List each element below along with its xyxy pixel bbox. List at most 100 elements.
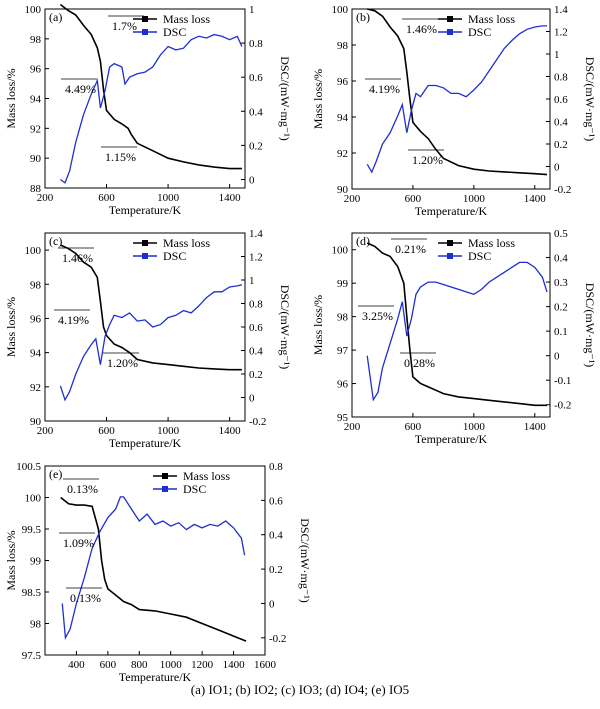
y2-axis-label: DSC/(mW·mg⁻¹) (278, 285, 292, 370)
y-axis-label: Mass loss/% (4, 68, 18, 128)
y-axis-label: Mass loss/% (4, 297, 18, 357)
annotation-label: 1.7% (112, 19, 137, 33)
y-tick-label: 99.5 (22, 524, 42, 536)
chart-panel: 400 600 800 1000 1200 1400 160097.59898.59999.… (4, 461, 312, 684)
y2-tick-label: 0.2 (249, 369, 263, 381)
y2-axis-label: DSC/(mW·mg⁻¹) (278, 56, 292, 141)
x-tick-label: 600 (100, 659, 117, 671)
y2-tick-label: -0.2 (554, 184, 571, 196)
y-tick-label: 98 (30, 34, 42, 46)
y-tick-label: 99 (337, 278, 349, 290)
y2-tick-label: 0.8 (554, 72, 568, 84)
legend-marker (447, 253, 453, 259)
y2-tick-label: 0.1 (554, 326, 568, 338)
legend-label: DSC (163, 25, 186, 39)
x-axis-label: Temperature/K (415, 204, 488, 218)
y2-axis-label: DSC/(mW·mg⁻¹) (583, 57, 597, 142)
annotation-label: 4.49% (65, 82, 96, 96)
y-axis-label: Mass loss/% (4, 530, 18, 590)
legend-label: DSC (163, 249, 186, 263)
panel-label: (c) (49, 234, 62, 248)
x-axis-label: Temperature/K (109, 203, 182, 217)
y-tick-label: 96 (337, 379, 349, 391)
mass-loss-line (60, 244, 242, 371)
legend-label: Mass loss (468, 236, 515, 250)
y-tick-label: 92 (337, 148, 348, 160)
dsc-line (366, 261, 548, 402)
legend-label: DSC (468, 25, 491, 39)
annotation-label: 3.25% (362, 309, 393, 323)
chart-panel: 200 600 1000 1400 90 92 94 96 98 100 -0.2 0 0.2 0.4 0.… (311, 4, 597, 218)
y2-tick-label: 0.5 (554, 228, 568, 240)
y-tick-label: 98.5 (22, 587, 42, 599)
y-tick-label: 94 (30, 94, 42, 106)
y2-tick-label: -0.2 (554, 400, 571, 412)
y2-tick-label: 1.4 (249, 228, 263, 240)
y2-axis-label: DSC/(mW·mg⁻¹) (583, 283, 597, 368)
chart-panel: 200 600 1000 1400 95 96 97 98 99 100 -0.2 -0.1 0 0.1 0… (311, 228, 597, 446)
y2-tick-label: 0 (249, 174, 255, 186)
annotation-label: 1.20% (107, 356, 138, 370)
plot-frame (44, 8, 246, 189)
y2-tick-label: 0.4 (249, 106, 263, 118)
x-tick-label: 1000 (463, 421, 486, 433)
y2-tick-label: -0.2 (249, 416, 266, 428)
x-tick-label: 600 (405, 193, 422, 205)
y-tick-label: 88 (30, 183, 42, 195)
y2-tick-label: 0.2 (554, 139, 568, 151)
y2-tick-label: 1.4 (554, 4, 568, 16)
y2-tick-label: 0.8 (249, 299, 263, 311)
y-tick-label: 97.5 (22, 650, 42, 662)
x-tick-label: 1600 (254, 659, 277, 671)
y-tick-label: 100 (25, 493, 42, 505)
dsc-line (60, 33, 243, 184)
x-tick-label: 1000 (157, 425, 180, 437)
y-tick-label: 96 (337, 76, 349, 88)
y2-tick-label: 1.2 (554, 27, 568, 39)
mass-loss-line (366, 242, 547, 407)
y2-tick-label: 1 (554, 49, 560, 61)
y2-tick-label: 0.2 (269, 564, 283, 576)
annotation-label: 1.15% (105, 150, 136, 164)
x-tick-label: 200 (344, 421, 361, 433)
panel-label: (a) (49, 10, 62, 24)
chart-panel: 200 600 1000 1400 90 92 94 96 98 100 -0.2 0 0.2 0.4 0.… (4, 228, 292, 450)
legend-label: Mass loss (163, 12, 210, 26)
y2-tick-label: 0 (249, 393, 255, 405)
legend-label: Mass loss (468, 12, 515, 26)
panel-label: (e) (49, 467, 62, 481)
legend-label: Mass loss (163, 236, 210, 250)
y2-tick-label: 0.4 (554, 253, 568, 265)
legend-marker (447, 16, 453, 22)
y2-tick-label: 0.8 (269, 461, 283, 473)
chart-panel: 200 600 1000 140088909294969810000.20.40.60… (4, 3, 292, 217)
legend-marker (142, 240, 148, 246)
y2-tick-label: 0 (554, 351, 560, 363)
y2-tick-label: 0.8 (249, 38, 263, 50)
x-tick-label: 200 (37, 192, 54, 204)
y2-tick-label: 0.4 (249, 346, 263, 358)
annotation-label: 4.19% (369, 82, 400, 96)
legend-marker (142, 16, 148, 22)
y-tick-label: 94 (337, 112, 349, 124)
annotation-label: 1.46% (62, 251, 93, 265)
x-tick-label: 1000 (160, 659, 183, 671)
y2-tick-label: -0.1 (554, 375, 571, 387)
y2-tick-label: 0 (269, 598, 275, 610)
y-tick-label: 95 (337, 412, 349, 424)
y2-tick-label: 0.4 (269, 530, 283, 542)
y-tick-label: 98 (337, 312, 349, 324)
x-axis-label: Temperature/K (109, 436, 182, 450)
y-tick-label: 90 (337, 184, 349, 196)
mass-loss-line (367, 8, 548, 176)
x-tick-label: 1400 (219, 192, 242, 204)
legend-label: DSC (183, 482, 206, 496)
y-tick-label: 100 (25, 245, 42, 257)
y-tick-label: 100 (25, 4, 42, 16)
x-tick-label: 1400 (223, 659, 246, 671)
y2-tick-label: 0.6 (249, 322, 263, 334)
y-axis-label: Mass loss/% (311, 69, 325, 129)
annotation-label: 1.20% (412, 153, 443, 167)
annotation-label: 0.13% (67, 482, 98, 496)
y-tick-label: 96 (30, 64, 42, 76)
